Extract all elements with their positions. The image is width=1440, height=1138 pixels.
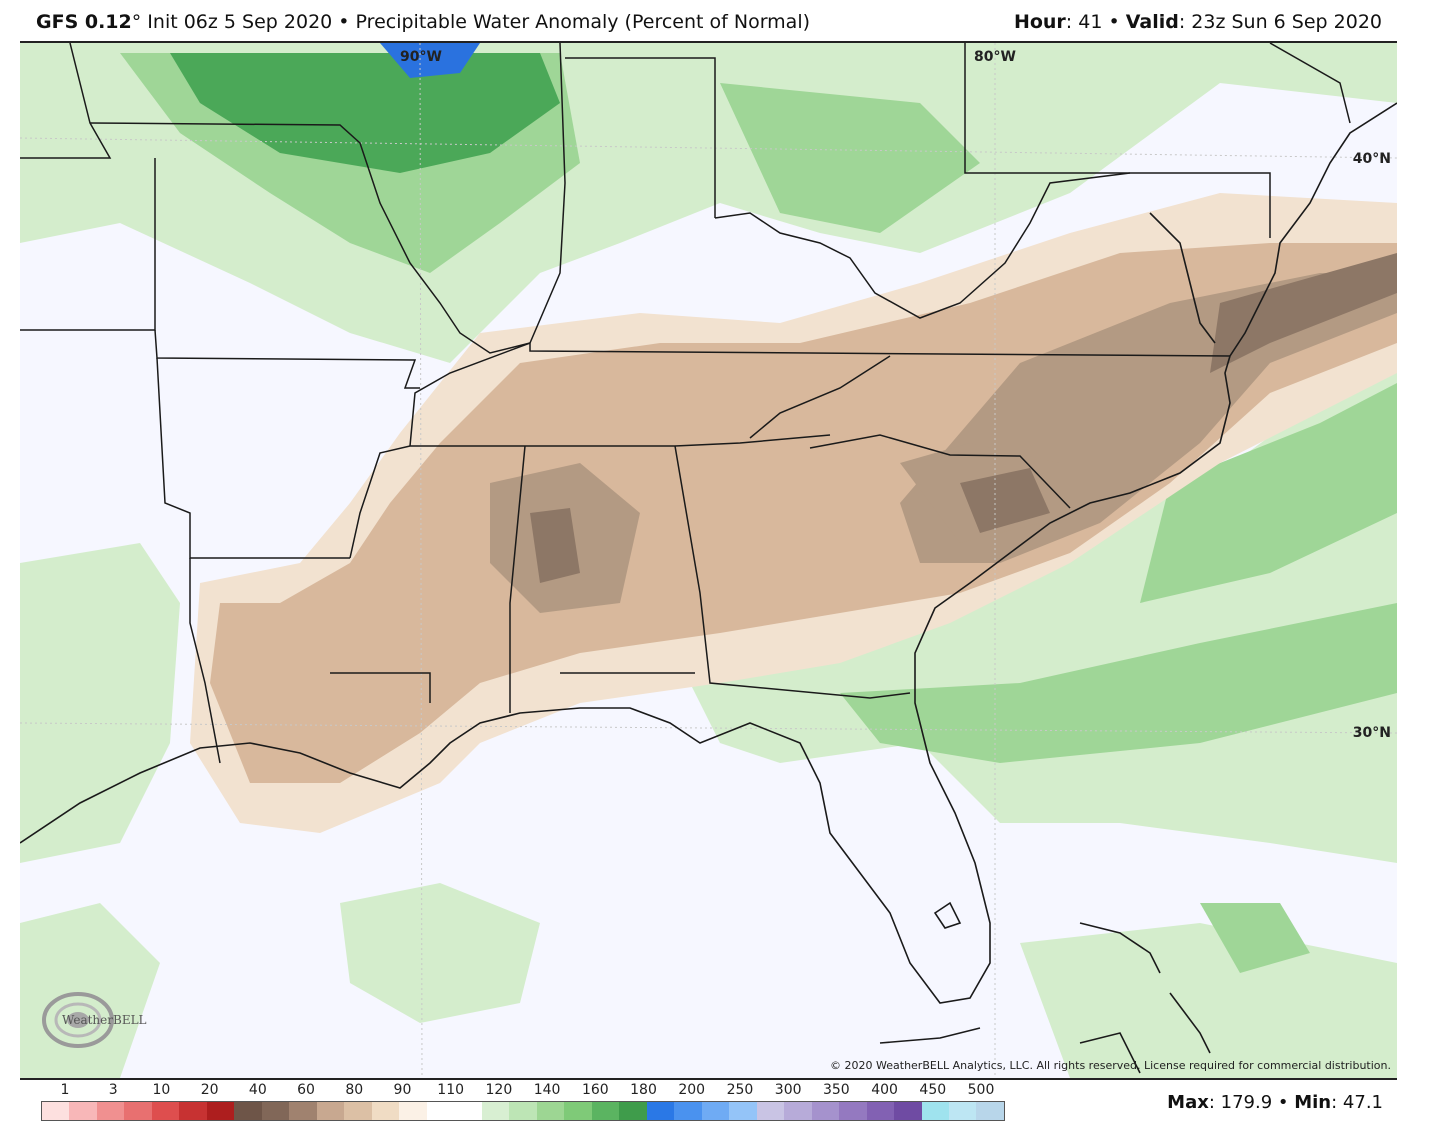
header-valid-time: Hour: 41 • Valid: 23z Sun 6 Sep 2020 (1014, 11, 1382, 33)
legend-tick-label: 500 (967, 1082, 995, 1098)
state-borders (20, 43, 1351, 764)
legend-color-swatch (701, 1102, 730, 1120)
legend-tick-label: 120 (485, 1082, 513, 1098)
legend-tick-label: 140 (533, 1082, 561, 1098)
legend-color-swatch (564, 1102, 592, 1120)
degree-symbol: ° (131, 11, 142, 33)
legend-color-swatch (426, 1102, 455, 1120)
copyright-notice: © 2020 WeatherBELL Analytics, LLC. All r… (830, 1059, 1391, 1072)
legend-color-swatch (976, 1102, 1004, 1120)
legend-color-swatch (536, 1102, 565, 1120)
legend-color-swatch (784, 1102, 812, 1120)
legend-color-swatch (921, 1102, 949, 1120)
legend-tick-label: 350 (822, 1082, 850, 1098)
model-name: GFS 0.12 (36, 11, 132, 33)
legend-color-swatch (399, 1102, 427, 1120)
legend-tick-label: 180 (630, 1082, 657, 1098)
valid-label: Valid (1125, 11, 1179, 33)
legend-tick-label: 250 (726, 1082, 754, 1098)
legend-color-swatch (124, 1102, 152, 1120)
separator: • (1272, 1092, 1295, 1113)
map-header: GFS 0.12° Init 06z 5 Sep 2020 • Precipit… (0, 0, 1440, 42)
legend-color-swatch (454, 1102, 482, 1120)
legend-color-swatch (206, 1102, 235, 1120)
grid-label-90w: 90°W (400, 49, 442, 65)
legend-color-swatch (756, 1102, 785, 1120)
legend-tick-label: 90 (393, 1082, 412, 1098)
legend-color-swatch (591, 1102, 620, 1120)
legend-tick-label: 300 (774, 1082, 802, 1098)
init-time: Init 06z 5 Sep 2020 (141, 11, 333, 33)
legend-tick-label: 3 (108, 1082, 118, 1098)
legend-tick-label: 160 (581, 1082, 609, 1098)
legend-tick-label: 60 (297, 1082, 315, 1098)
grid-label-80w: 80°W (974, 49, 1016, 65)
legend-color-swatch (619, 1102, 647, 1120)
grid-label-30n: 30°N (1352, 725, 1391, 741)
grid-label-40n: 40°N (1352, 151, 1391, 167)
logo-text: WeatherBELL (62, 1013, 147, 1027)
coastline (20, 102, 1397, 1074)
header-title: GFS 0.12° Init 06z 5 Sep 2020 • Precipit… (36, 11, 810, 33)
legend-color-swatch (646, 1102, 675, 1120)
legend-color-swatch (371, 1102, 400, 1120)
legend-tick-label: 200 (678, 1082, 706, 1098)
legend-color-swatch (866, 1102, 895, 1120)
green-dark-fields (170, 53, 560, 173)
logo-swirl-icon: WeatherBELL (42, 992, 147, 1048)
legend-color-swatch (811, 1102, 840, 1120)
legend-color-swatch (839, 1102, 867, 1120)
hour-value: : 41 (1065, 11, 1103, 33)
legend-color-swatch (894, 1102, 922, 1120)
product-name: Precipitable Water Anomaly (Percent of N… (355, 11, 811, 33)
legend-color-swatch (344, 1102, 372, 1120)
legend-color-swatch (234, 1102, 262, 1120)
color-scale-legend: 1 3 10 20 40 60 80 90 110 120 140 160 180 200 250 300 35… (41, 1080, 1005, 1124)
separator: • (1102, 11, 1126, 33)
legend-tick-label: 1 (60, 1082, 70, 1098)
legend-color-swatch (948, 1102, 977, 1120)
separator: • (332, 11, 356, 33)
brown-darkest-fields (530, 253, 1397, 583)
valid-value: : 23z Sun 6 Sep 2020 (1178, 11, 1382, 33)
legend-tick-label: 80 (345, 1082, 364, 1098)
weather-map: 90°W 80°W 40°N 30°N WeatherBELL © 2020 W… (20, 41, 1397, 1080)
legend-tick-label: 450 (919, 1082, 947, 1098)
green-anomaly-fields (20, 43, 1397, 1078)
legend-tick-label: 10 (152, 1082, 171, 1098)
legend-ticks: 1 3 10 20 40 60 80 90 110 120 140 160 180 200 250 300 35… (41, 1080, 1005, 1100)
legend-color-swatch (96, 1102, 125, 1120)
legend-tick-label: 110 (437, 1082, 465, 1098)
max-value: : 179.9 (1208, 1092, 1273, 1113)
legend-color-swatch (151, 1102, 180, 1120)
legend-color-swatch (179, 1102, 207, 1120)
max-label: Max (1167, 1092, 1209, 1113)
legend-tick-label: 400 (871, 1082, 898, 1098)
legend-tick-label: 40 (248, 1082, 267, 1098)
legend-color-swatch (509, 1102, 537, 1120)
legend-color-bar (41, 1101, 1005, 1121)
legend-color-swatch (69, 1102, 97, 1120)
min-value: : 47.1 (1331, 1092, 1383, 1113)
legend-tick-label: 20 (200, 1082, 219, 1098)
min-label: Min (1294, 1092, 1332, 1113)
map-canvas (20, 43, 1397, 1078)
legend-color-swatch (674, 1102, 702, 1120)
legend-color-swatch (729, 1102, 757, 1120)
max-min-readout: Max: 179.9 • Min: 47.1 (1167, 1092, 1383, 1113)
legend-color-swatch (261, 1102, 290, 1120)
hour-label: Hour (1013, 11, 1066, 33)
weatherbell-logo: WeatherBELL (40, 988, 160, 1050)
legend-color-swatch (481, 1102, 510, 1120)
legend-color-swatch (42, 1102, 70, 1120)
legend-color-swatch (316, 1102, 345, 1120)
blue-anomaly-field (380, 43, 480, 78)
legend-color-swatch (289, 1102, 317, 1120)
